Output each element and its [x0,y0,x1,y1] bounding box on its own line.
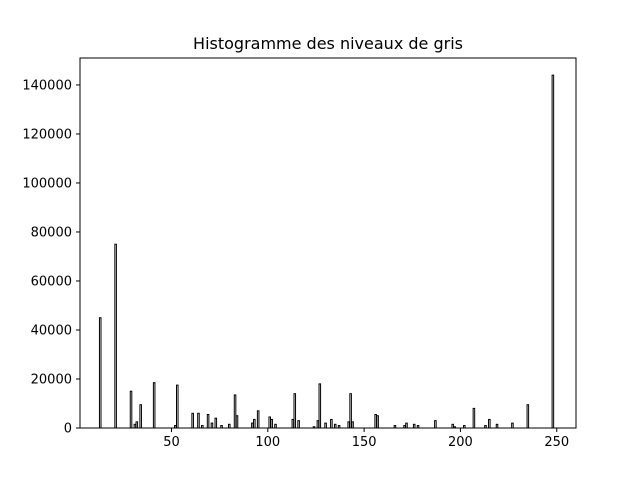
bar-215 [488,418,491,429]
x-tick-label: 50 [163,435,180,450]
bar-102 [270,418,273,429]
bar-142 [347,421,350,429]
bar-84 [235,415,239,429]
bar-83 [233,394,237,429]
y-tick-label: 20000 [31,372,72,387]
bar-130 [324,422,327,429]
bar-92 [251,422,254,429]
x-tick-label: 250 [544,435,569,450]
bar-157 [376,415,379,429]
bar-127 [318,383,322,429]
bar-196 [451,423,454,429]
x-tick-label: 100 [255,435,280,450]
bars-group [98,74,555,429]
bar-64 [197,412,200,429]
bar-207 [472,407,476,429]
bar-133 [330,418,333,429]
bar-235 [526,404,530,429]
bar-116 [297,420,300,429]
bar-69 [206,414,210,429]
bar-101 [268,416,271,429]
bar-113 [291,418,295,429]
bar-104 [274,423,277,429]
x-tick-label: 150 [352,435,377,450]
bar-187 [434,420,437,429]
x-tick-label: 200 [448,435,473,450]
chart-title: Histogramme des niveaux de gris [193,34,463,53]
bar-219 [495,423,499,429]
bar-61 [191,412,194,429]
bar-73 [214,417,218,429]
bar-126 [316,420,320,429]
bar-31 [133,423,137,429]
x-axis-ticks: 50 100 150 200 250 [163,428,569,450]
bar-227 [511,422,514,429]
bar-114 [293,393,297,429]
y-tick-label: 100000 [22,176,72,191]
y-tick-label: 140000 [22,78,72,93]
bar-135 [333,423,337,429]
bar-71 [210,422,214,429]
y-tick-label: 40000 [31,323,72,338]
bar-53 [176,384,179,429]
bar-13 [98,317,102,429]
bar-34 [139,404,142,429]
bar-143 [349,393,352,429]
y-tick-label: 60000 [31,274,72,289]
bar-95 [256,410,260,429]
bar-156 [374,414,377,429]
plot-frame [79,57,577,429]
bar-93 [253,418,256,429]
bar-80 [228,423,231,429]
y-axis-ticks: 0 20000 40000 60000 80000 100000 120000 140000 [22,78,80,437]
bar-41 [152,382,156,429]
y-tick-label: 120000 [22,127,72,142]
bar-176 [412,423,416,429]
bar-144 [351,421,354,429]
bar-172 [405,422,408,429]
y-tick-label: 0 [64,422,72,437]
bar-21 [114,243,117,429]
bar-32 [135,421,139,429]
bar-248 [551,74,555,429]
bar-29 [129,390,133,429]
y-tick-label: 80000 [31,225,72,240]
